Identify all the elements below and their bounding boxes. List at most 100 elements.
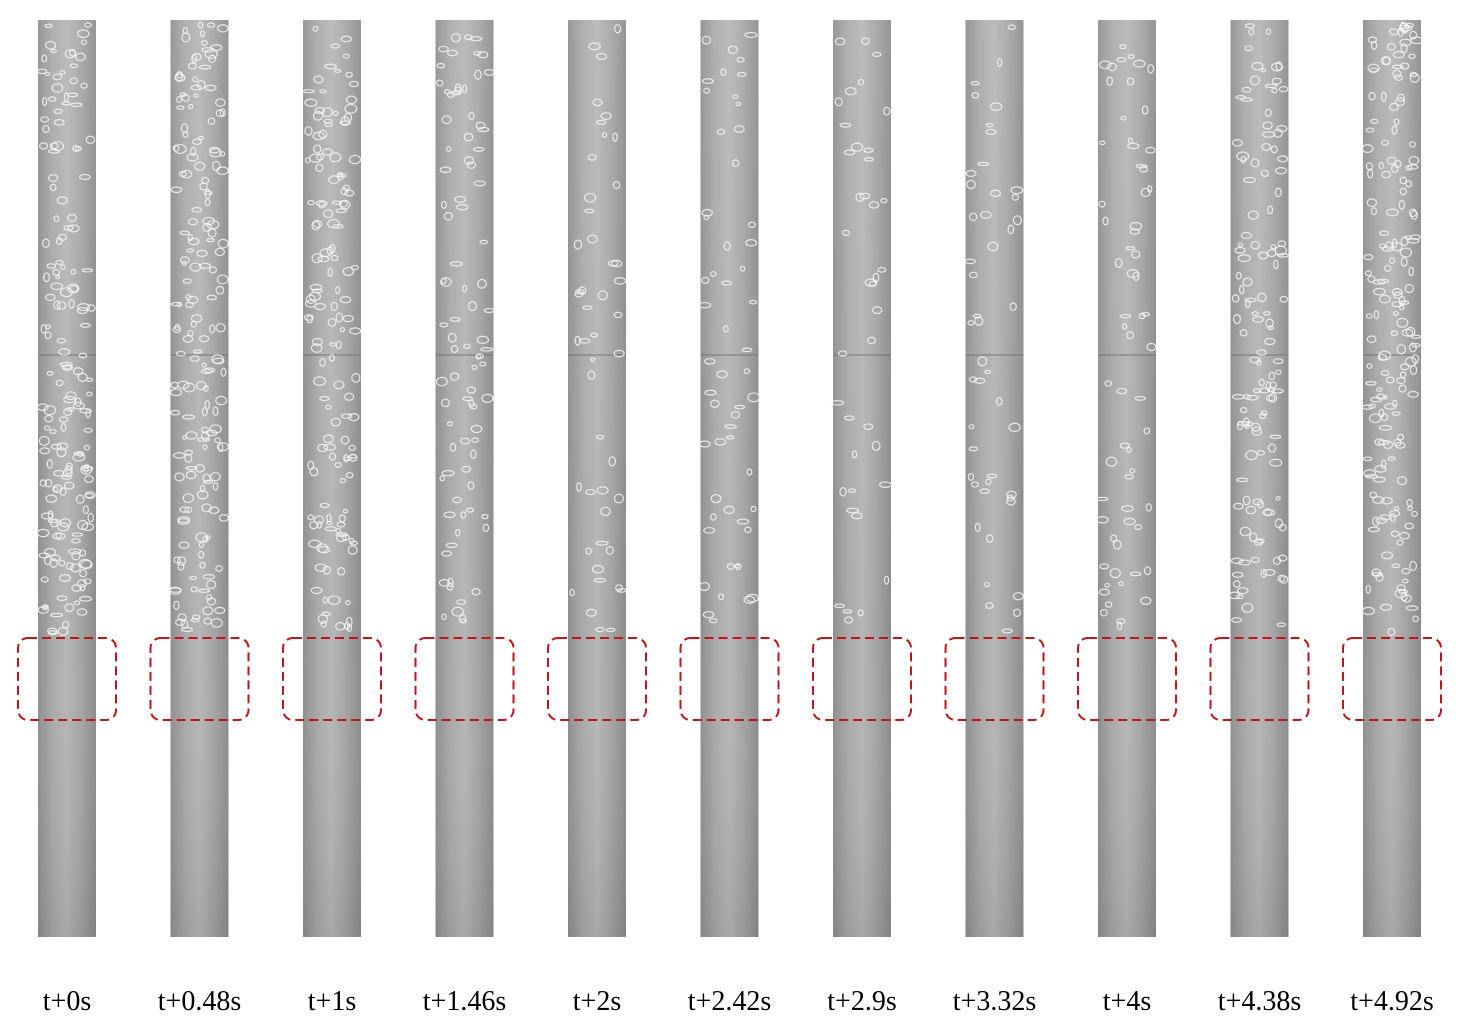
bubble — [80, 559, 93, 570]
bubble — [197, 588, 211, 593]
bubble — [1143, 566, 1152, 576]
bubble — [1098, 588, 1110, 596]
bubble — [52, 532, 66, 540]
bubble — [1275, 167, 1288, 175]
bubble — [1396, 476, 1408, 486]
bubble — [460, 511, 467, 519]
bubble — [83, 578, 92, 585]
bubble — [177, 613, 187, 622]
bubble — [1249, 532, 1258, 542]
bubble — [1260, 169, 1270, 178]
bubble — [1364, 474, 1378, 479]
bubble — [196, 490, 209, 500]
bubble — [449, 261, 464, 267]
bubble — [855, 192, 865, 202]
bubble — [206, 294, 217, 301]
bubble — [1242, 495, 1251, 506]
bubble — [317, 545, 331, 554]
bubble — [614, 24, 622, 34]
bubble — [455, 528, 461, 537]
bubble — [208, 54, 217, 64]
bubble — [43, 555, 52, 566]
bubble — [339, 296, 352, 304]
bubble — [1391, 411, 1401, 416]
bubble — [1378, 294, 1391, 304]
bubble — [335, 312, 343, 323]
bubble — [1132, 59, 1146, 68]
bubble — [76, 306, 88, 315]
bubble — [848, 488, 857, 493]
bubble — [192, 93, 199, 98]
bubble — [61, 101, 71, 106]
bubble — [194, 464, 206, 473]
bubble — [703, 87, 711, 94]
bubble — [466, 386, 477, 394]
bubble — [179, 506, 190, 513]
bubble — [183, 382, 196, 393]
frame: t+3.32s — [944, 20, 1045, 1017]
bubble — [181, 169, 193, 179]
bubble — [463, 156, 475, 165]
bubble — [197, 437, 210, 442]
bubble — [471, 588, 481, 596]
bubble — [600, 506, 611, 517]
bubble — [328, 175, 340, 185]
bubble — [1409, 30, 1418, 40]
bubble — [750, 505, 757, 513]
bubble — [1411, 510, 1418, 518]
bubble — [883, 106, 891, 116]
bubble — [58, 573, 71, 582]
bubble — [1400, 62, 1410, 70]
bubble — [50, 282, 64, 291]
bubble — [72, 144, 80, 152]
bubble — [53, 215, 60, 222]
bubble — [184, 453, 193, 463]
bubble — [839, 487, 847, 497]
bubble — [70, 563, 81, 573]
highlight-box — [1077, 637, 1177, 721]
bubble — [446, 582, 454, 591]
bubble — [481, 513, 489, 520]
bubble — [1277, 155, 1288, 163]
bubble — [979, 210, 992, 219]
bubble — [613, 349, 625, 358]
bubble — [323, 209, 334, 219]
bubble — [52, 73, 63, 81]
bubble — [78, 352, 88, 359]
bubble — [986, 473, 998, 479]
bubble — [1409, 365, 1418, 376]
bubble — [1399, 303, 1405, 311]
bubble — [182, 493, 195, 504]
bubble — [974, 316, 984, 326]
bubble — [333, 380, 345, 390]
bubble — [1244, 297, 1257, 303]
bubble — [440, 200, 447, 209]
bubble — [1140, 596, 1152, 605]
bubble — [307, 514, 315, 521]
bubble — [1380, 459, 1387, 469]
bubble — [985, 534, 994, 543]
bubble — [1267, 443, 1277, 453]
bubble — [1406, 238, 1420, 244]
bubble — [447, 49, 458, 57]
bubble — [50, 443, 62, 450]
bubble — [479, 239, 489, 245]
bubble — [185, 294, 192, 301]
bubble — [44, 478, 53, 488]
bubble — [1249, 75, 1261, 86]
bubble — [169, 587, 182, 593]
bubble — [201, 362, 207, 368]
bubble — [1392, 310, 1400, 316]
bubble — [204, 84, 217, 92]
bubble — [1095, 496, 1109, 502]
bubble — [721, 280, 732, 286]
bubble — [58, 348, 71, 356]
bubble — [70, 102, 83, 107]
bubble — [1404, 235, 1412, 240]
bubble — [868, 280, 877, 288]
bubble — [1243, 393, 1251, 400]
bubble — [877, 267, 887, 273]
bubble — [335, 286, 341, 295]
bubble — [61, 364, 73, 371]
bubble — [996, 397, 1003, 406]
